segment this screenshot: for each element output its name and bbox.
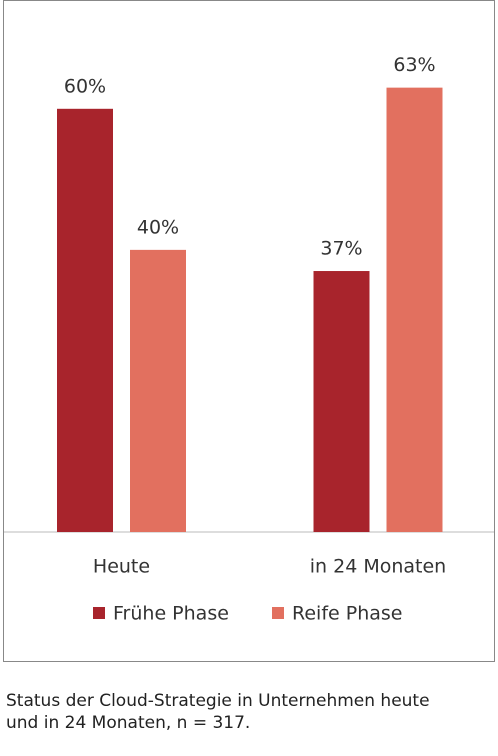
value-label: 60% (64, 75, 106, 97)
x-tick-label: Heute (93, 556, 150, 578)
legend-label: Reife Phase (292, 603, 402, 625)
legend-swatch (272, 607, 284, 619)
bar (313, 271, 370, 532)
chart-frame (3, 0, 495, 662)
bar (386, 87, 443, 532)
value-label: 40% (137, 216, 179, 238)
legend-swatch (93, 607, 105, 619)
chart: Heute 60% 40% in 24 Monaten 37% 63% Frühe Phas… (3, 0, 495, 662)
caption-line: und in 24 Monaten, n = 317. (6, 713, 251, 733)
x-tick-label: in 24 Monaten (310, 556, 446, 578)
legend-label: Frühe Phase (113, 603, 229, 625)
value-label: 63% (393, 54, 435, 76)
caption-line: Status der Cloud-Strategie in Unternehme… (6, 691, 430, 711)
caption: Status der Cloud-Strategie in Unternehme… (6, 690, 430, 734)
value-label: 37% (320, 238, 362, 260)
bar (57, 108, 113, 533)
bar (130, 249, 186, 532)
